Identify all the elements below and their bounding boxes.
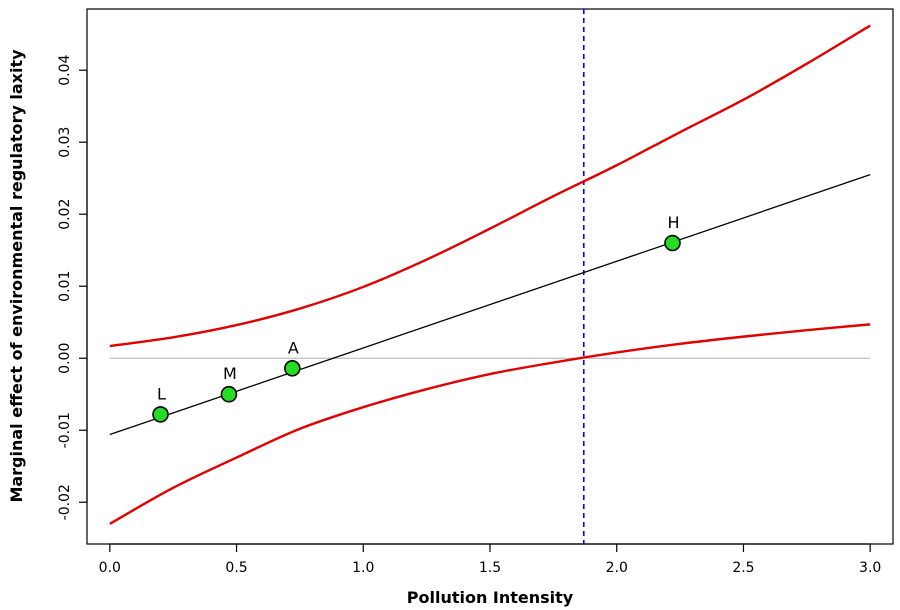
- data-points: L M A H: [152, 213, 681, 423]
- lower-confidence-bound-line: [109, 323, 871, 525]
- y-tick-label: 0.02: [57, 199, 73, 230]
- point-label-a: A: [288, 338, 299, 357]
- point-label-h: H: [667, 213, 679, 232]
- x-tick-label: 3.0: [859, 560, 881, 576]
- x-axis: 0.0 0.5 1.0 1.5 2.0 2.5 3.0: [99, 543, 881, 576]
- x-tick-label: 1.0: [352, 560, 374, 576]
- plot-frame: [86, 8, 894, 545]
- y-tick-label: 0.04: [57, 55, 73, 86]
- data-point-m: [220, 385, 238, 403]
- y-axis-title: Marginal effect of environmental regulat…: [7, 49, 26, 503]
- y-tick-label: -0.02: [57, 484, 73, 520]
- x-tick-label: 2.0: [606, 560, 628, 576]
- data-point-l: [152, 406, 169, 423]
- x-tick-label: 0.5: [225, 560, 247, 576]
- x-tick-label: 0.0: [99, 560, 121, 576]
- y-axis: -0.02 -0.01 0.00 0.01 0.02 0.03 0.04: [57, 55, 88, 520]
- upper-confidence-bound-line: [109, 24, 871, 348]
- series-lines: [109, 24, 871, 525]
- y-tick-label: -0.01: [57, 412, 73, 448]
- x-tick-label: 2.5: [732, 560, 754, 576]
- point-label-l: L: [157, 384, 166, 403]
- point-label-m: M: [223, 364, 237, 383]
- data-point-h: [664, 234, 681, 252]
- y-tick-label: 0.00: [57, 343, 73, 374]
- x-axis-title: Pollution Intensity: [407, 588, 574, 607]
- x-tick-label: 1.5: [479, 560, 501, 576]
- y-tick-label: 0.03: [57, 127, 73, 158]
- y-tick-label: 0.01: [57, 271, 73, 302]
- reference-lines: [109, 9, 871, 544]
- data-point-a: [284, 360, 301, 377]
